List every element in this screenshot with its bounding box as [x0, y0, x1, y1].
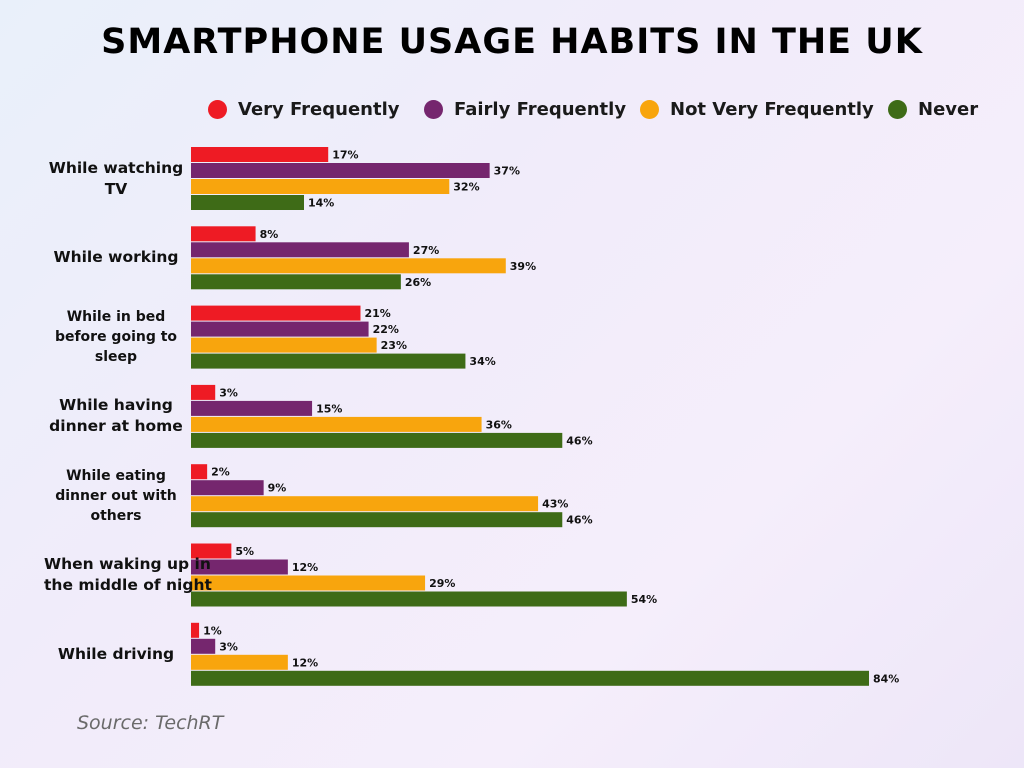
data-label: 39% [510, 260, 536, 273]
bar-4-0 [191, 464, 208, 480]
category-label: While watching TV [44, 158, 188, 200]
bar-6-2 [191, 654, 288, 670]
legend-label: Not Very Frequently [670, 99, 874, 120]
legend-item-1: Fairly Frequently [424, 99, 626, 120]
category-label-line: While in bed [66, 309, 166, 326]
category-label-line: sleep [94, 349, 138, 366]
data-label: 3% [219, 640, 238, 653]
bar-3-0 [191, 384, 216, 400]
bar-1-3 [191, 274, 401, 290]
bar-5-1 [191, 559, 288, 575]
legend-swatch [424, 100, 443, 119]
category-label-line: dinner out with [55, 487, 177, 504]
legend-label: Fairly Frequently [454, 99, 627, 120]
category-label-line: others [90, 507, 142, 524]
data-label: 32% [453, 181, 479, 194]
data-label: 12% [292, 561, 318, 574]
data-label: 1% [203, 624, 222, 637]
bar-2-1 [191, 321, 369, 337]
category-label-line: While working [53, 248, 179, 267]
data-label: 12% [292, 656, 318, 669]
legend-swatch [640, 100, 659, 119]
bar-5-2 [191, 575, 426, 591]
category-label-line: While driving [57, 644, 175, 663]
data-label: 3% [219, 386, 238, 399]
bar-0-1 [191, 163, 490, 178]
data-label: 2% [211, 466, 230, 479]
bar-5-3 [191, 591, 627, 607]
data-label: 23% [381, 339, 407, 352]
data-label: 9% [268, 482, 287, 495]
bar-6-0 [191, 622, 200, 638]
data-label: 84% [873, 672, 899, 685]
bar-5-0 [191, 543, 232, 559]
category-label-line: While having [59, 396, 173, 415]
chart-title: SMARTPHONE USAGE HABITS IN THE UK [101, 22, 923, 62]
bar-4-1 [191, 480, 264, 496]
legend-item-2: Not Very Frequently [640, 99, 874, 120]
data-label: 5% [235, 545, 254, 558]
bar-2-0 [191, 305, 361, 321]
category-label-line: the middle of night [44, 576, 212, 594]
bar-3-2 [191, 416, 482, 432]
legend-item-3: Never [888, 99, 978, 120]
data-label: 15% [316, 402, 342, 415]
data-label: 21% [365, 307, 391, 320]
bar-0-2 [191, 179, 450, 194]
bar-6-3 [191, 670, 869, 686]
category-label: While having dinner at home [44, 395, 188, 437]
bar-4-3 [191, 512, 563, 528]
bar-6-1 [191, 638, 216, 654]
category-label: When waking up in the middle of night [44, 554, 212, 596]
bar-4-2 [191, 496, 539, 512]
legend-label: Very Frequently [238, 99, 400, 120]
bar-2-2 [191, 337, 377, 353]
bar-chart: 17% 37% 32% 14% 8% 27% 39% 26% 21% 22% 23% 34% 3% 15%… [191, 147, 899, 686]
data-label: 46% [566, 514, 592, 527]
data-label: 26% [405, 276, 431, 289]
data-label: 36% [486, 418, 512, 431]
legend: Very Frequently Fairly Frequently Not Very… [0, 99, 1024, 125]
category-label-line: When waking up in [44, 555, 211, 573]
data-label: 29% [429, 577, 455, 590]
data-label: 22% [373, 323, 399, 336]
data-label: 27% [413, 244, 439, 257]
bar-2-3 [191, 353, 466, 369]
bar-0-3 [191, 195, 304, 210]
data-label: 54% [631, 593, 657, 606]
legend-label: Never [918, 99, 979, 120]
data-label: 34% [469, 355, 495, 368]
bar-1-2 [191, 258, 506, 274]
category-label-line: before going to [54, 329, 178, 346]
data-label: 17% [332, 149, 358, 162]
data-label: 8% [260, 228, 279, 241]
bar-3-1 [191, 400, 313, 416]
bar-1-1 [191, 242, 409, 258]
category-label-line: While watching [48, 158, 184, 177]
data-label: 43% [542, 498, 568, 511]
legend-item-0: Very Frequently [208, 99, 400, 120]
source-note: Source: TechRT [77, 712, 224, 734]
data-label: 37% [494, 165, 520, 178]
bar-1-0 [191, 226, 256, 242]
category-label: While driving [44, 644, 188, 665]
category-label: While in bed before going to sleep [44, 307, 188, 367]
data-label: 14% [308, 197, 334, 210]
category-label: While working [44, 247, 188, 268]
category-label: While eating dinner out with others [44, 466, 188, 526]
legend-swatch [208, 100, 227, 119]
category-label-line: While eating [66, 467, 166, 484]
category-label-line: dinner at home [49, 417, 183, 436]
legend-swatch [888, 100, 907, 119]
data-label: 46% [566, 434, 592, 447]
bar-0-0 [191, 147, 329, 162]
category-label-line: TV [104, 179, 128, 198]
bar-3-3 [191, 432, 563, 448]
